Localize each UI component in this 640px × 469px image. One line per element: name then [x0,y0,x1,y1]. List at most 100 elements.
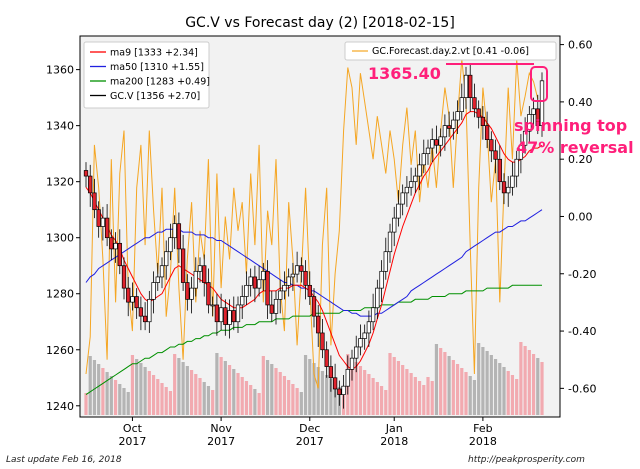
volume-bar [156,379,160,415]
volume-bar [126,392,130,415]
candle-up [400,192,405,205]
candle-up [244,284,249,297]
volume-bar [249,385,253,415]
candle-up [349,357,355,370]
volume-bar [303,355,308,415]
candle-up [421,153,426,166]
annotations: 1365.40 spinning top 47% reversal [368,63,634,157]
volume-bar [101,368,105,415]
annotation-price: 1365.40 [368,64,441,83]
left-tick-label: 1340 [46,120,74,133]
right-tick-label: 0.60 [568,39,593,52]
candle-down [104,217,110,239]
volume-bar [384,390,388,415]
candle-up [189,287,194,300]
candle-up [354,346,359,359]
right-tick-label: 0.40 [568,96,593,109]
candle-down [117,242,122,267]
x-tick-month: Dec [299,422,320,435]
candle-down [303,270,308,286]
volume-bar [113,380,118,415]
volume-bar [464,372,468,415]
legend-label: ma50 [1310 +1.55] [110,62,204,73]
candle-down [337,388,342,395]
candle-down [202,265,207,283]
candle-down [476,108,481,118]
volume-bar [468,376,472,415]
volume-bar [215,353,219,415]
candle-up [358,338,363,348]
candle-up [413,175,418,183]
candle-up [362,332,367,339]
candle-up [375,287,380,309]
volume-bar [143,367,147,415]
candle-up [531,108,536,115]
volume-bar [443,352,447,415]
volume-bar [105,372,109,415]
candle-up [235,304,241,323]
volume-bar [354,362,358,415]
candle-down [434,139,439,146]
candle-up [442,125,448,138]
x-tick-year: 2017 [207,435,235,448]
candle-up [370,307,376,323]
volume-bar [519,342,523,415]
candle-down [180,248,186,283]
x-tick-month: Feb [473,422,492,435]
volume-bar [481,347,485,415]
volume-bar [439,348,443,415]
candle-down [489,139,494,152]
candle-up [210,304,215,307]
volume-bar [181,362,185,415]
volume-bar [375,382,379,415]
candle-up [193,270,198,289]
volume-bar [451,360,455,415]
candle-up [282,284,287,292]
right-axis-ticks: 0.60 0.40 0.20 0.00 -0.20 -0.40 -0.60 [560,39,596,395]
volume-bar [536,358,540,415]
footer-last-update: Last update Feb 16, 2018 [6,455,122,465]
candle-down [185,282,190,300]
volume-bar [198,378,202,415]
volume-bar [88,356,92,415]
candle-up [396,203,401,219]
volume-bar [426,377,430,415]
candle-down [320,332,325,351]
candle-down [231,310,236,323]
candle-up [506,186,511,194]
annotation-pattern-line2: 47% reversal [516,138,634,157]
candle-up [168,237,173,253]
volume-bar [84,393,88,415]
volume-bar [523,346,527,415]
candle-up [164,251,169,267]
left-tick-label: 1360 [46,64,74,77]
candle-down [176,223,182,250]
volume-bar [358,366,363,415]
legend-label: GC.V [1356 +2.70] [110,91,200,102]
volume-bars [84,342,544,415]
volume-bar [109,376,113,415]
volume-bar [498,363,502,415]
volume-bar [396,361,401,415]
left-tick-label: 1320 [46,176,74,189]
volume-bar [202,382,206,415]
volume-bar [232,369,236,415]
left-axis-ticks: 1240 1260 1280 1300 1320 1340 1360 [46,64,80,413]
candle-up [278,290,283,300]
candle-up [417,164,422,177]
candle-down [501,181,507,194]
forecast-series [85,58,539,389]
legend-left: ma9 [1333 +2.34] ma50 [1310 +1.55] ma200 [… [83,41,210,109]
volume-bar [371,378,375,415]
volume-bar [350,358,354,415]
x-tick-month: Oct [123,422,143,435]
candle-down [299,265,304,272]
candle-down [497,158,502,183]
candle-up [425,147,431,155]
candle-down [535,108,540,126]
x-tick-year: 2018 [380,435,408,448]
candle-down [142,315,148,323]
candle-up [514,158,519,177]
volume-bar [194,374,198,415]
candle-up [113,242,118,250]
